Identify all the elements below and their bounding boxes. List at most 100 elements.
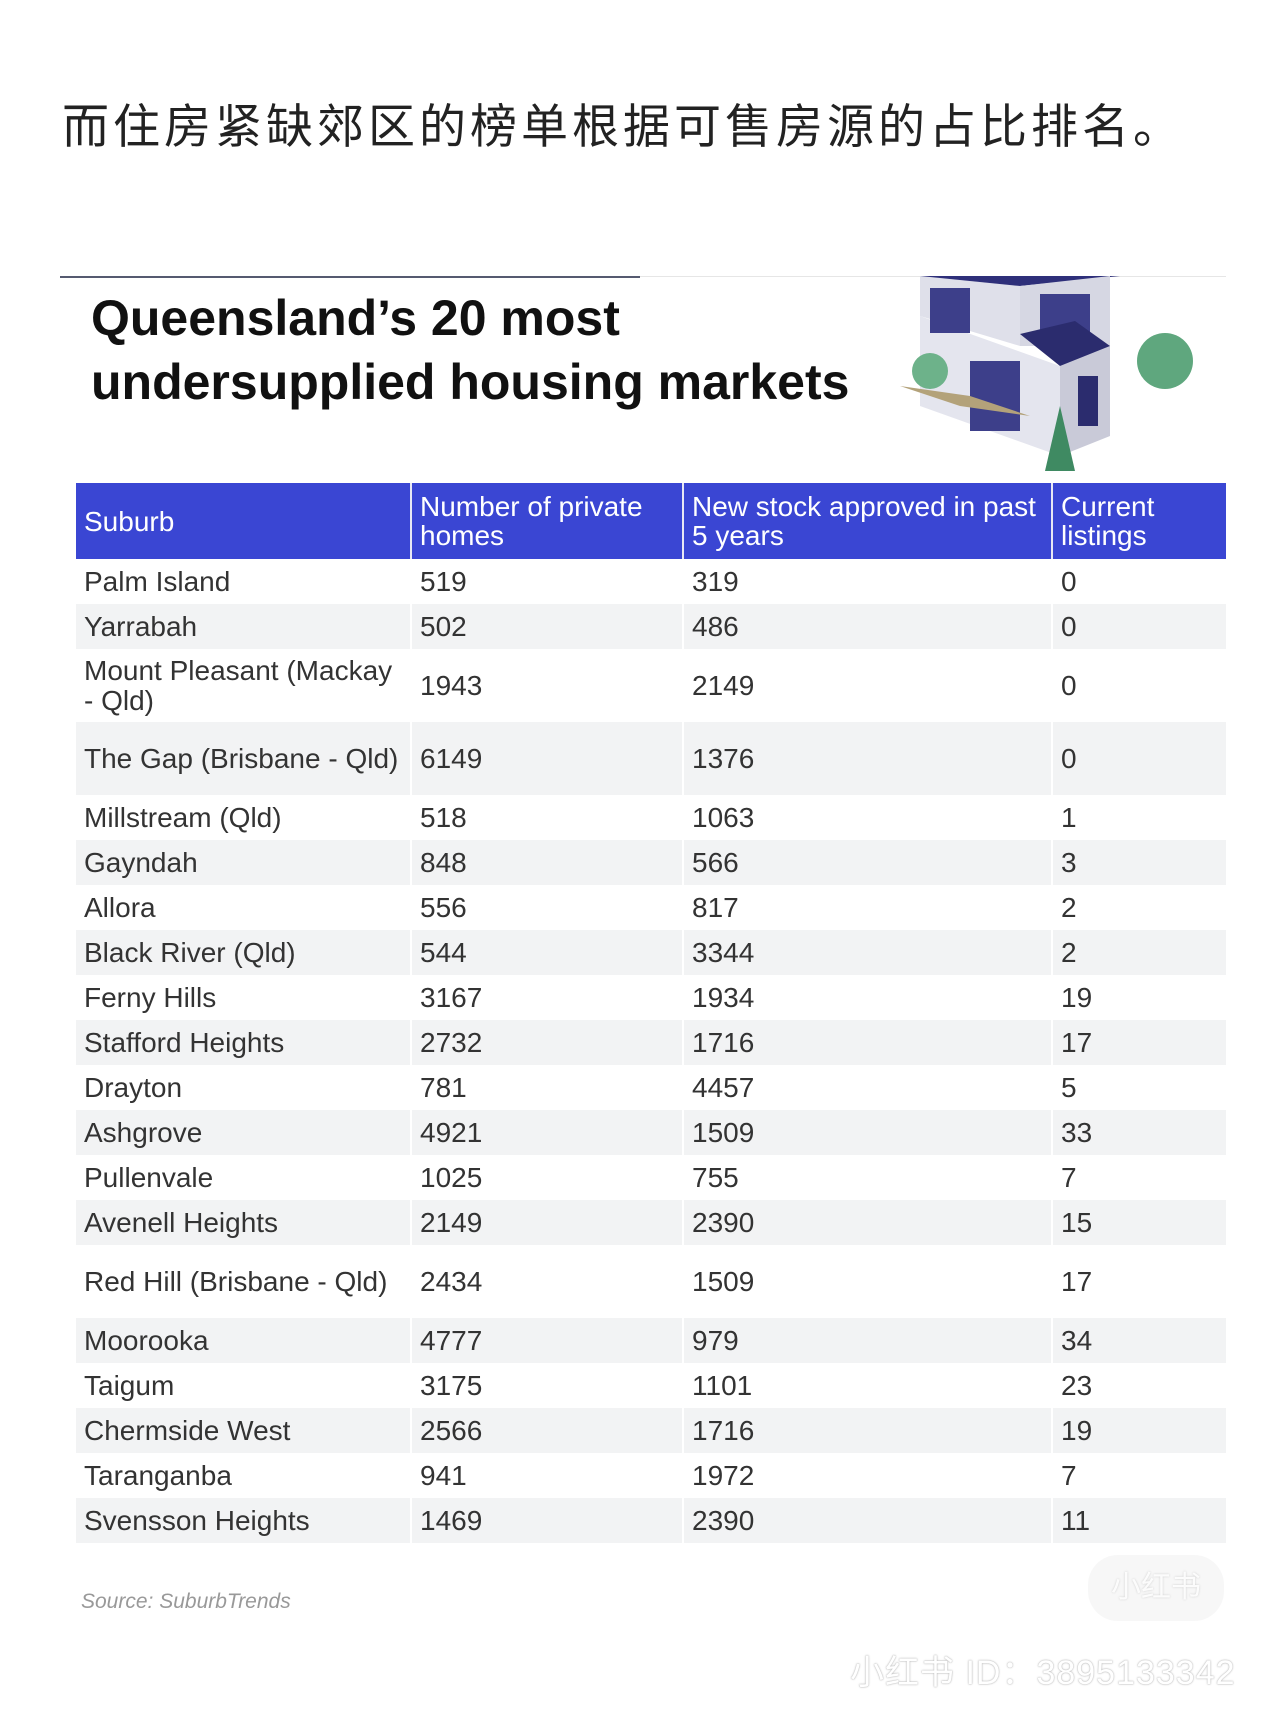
cell-suburb: Taranganba (84, 1459, 232, 1491)
cell-suburb: Palm Island (84, 565, 231, 597)
cell-new-stock: 755 (682, 1155, 1052, 1200)
cell-new-stock: 2390 (682, 1200, 1052, 1245)
cell-current-listings: 0 (1051, 604, 1226, 649)
cell-new-stock: 1101 (682, 1363, 1052, 1408)
cell-private-homes: 556 (410, 885, 683, 930)
header-private-homes: Number of private homes (410, 483, 683, 559)
cell-private-homes: 848 (410, 840, 683, 885)
header-suburb: Suburb (76, 483, 411, 559)
table-row: The Gap (Brisbane - Qld) 6149 1376 0 (76, 722, 1226, 795)
cell-new-stock: 979 (682, 1318, 1052, 1363)
cell-private-homes: 2434 (410, 1245, 683, 1318)
cell-current-listings: 34 (1051, 1318, 1226, 1363)
table-row: Pullenvale 1025 755 7 (76, 1155, 1226, 1200)
cell-new-stock: 1063 (682, 795, 1052, 840)
cell-suburb: Drayton (84, 1071, 183, 1103)
cell-suburb: Mount Pleasant (Mackay - Qld) (84, 654, 393, 716)
cell-private-homes: 2149 (410, 1200, 683, 1245)
table-row: Svensson Heights 1469 2390 11 (76, 1498, 1226, 1543)
page-title: Queensland’s 20 most undersupplied housi… (91, 286, 849, 414)
cell-private-homes: 2566 (410, 1408, 683, 1453)
cell-private-homes: 544 (410, 930, 683, 975)
table-row: Ferny Hills 3167 1934 19 (76, 975, 1226, 1020)
cell-new-stock: 566 (682, 840, 1052, 885)
cell-new-stock: 3344 (682, 930, 1052, 975)
cell-new-stock: 2390 (682, 1498, 1052, 1543)
table-row: Chermside West 2566 1716 19 (76, 1408, 1226, 1453)
cell-suburb: Millstream (Qld) (84, 801, 282, 833)
cell-new-stock: 2149 (682, 649, 1052, 722)
housing-table: Suburb Number of private homes New stock… (76, 483, 1226, 1543)
divider (60, 276, 640, 278)
cell-current-listings: 0 (1051, 722, 1226, 795)
cell-current-listings: 0 (1051, 649, 1226, 722)
cell-suburb: Avenell Heights (76, 1200, 411, 1245)
cell-new-stock: 1509 (682, 1110, 1052, 1155)
cell-private-homes: 502 (410, 604, 683, 649)
cell-current-listings: 0 (1051, 559, 1226, 604)
cell-suburb: Ferny Hills (84, 981, 217, 1013)
cell-current-listings: 19 (1051, 1408, 1226, 1453)
cell-new-stock: 1376 (682, 722, 1052, 795)
cell-suburb: Svensson Heights (76, 1498, 411, 1543)
cell-suburb: Yarrabah (76, 604, 411, 649)
cell-current-listings: 5 (1051, 1065, 1226, 1110)
table-row: Yarrabah 502 486 0 (76, 604, 1226, 649)
cell-new-stock: 4457 (682, 1065, 1052, 1110)
cell-current-listings: 1 (1051, 795, 1226, 840)
cell-private-homes: 4921 (410, 1110, 683, 1155)
table-row: Taigum 3175 1101 23 (76, 1363, 1226, 1408)
cell-private-homes: 3167 (410, 975, 683, 1020)
cell-private-homes: 781 (410, 1065, 683, 1110)
cell-current-listings: 33 (1051, 1110, 1226, 1155)
table-row: Moorooka 4777 979 34 (76, 1318, 1226, 1363)
cell-suburb: Stafford Heights (76, 1020, 411, 1065)
cell-suburb: Chermside West (76, 1408, 411, 1453)
cell-new-stock: 1934 (682, 975, 1052, 1020)
cell-current-listings: 7 (1051, 1453, 1226, 1498)
cell-private-homes: 518 (410, 795, 683, 840)
cell-private-homes: 1025 (410, 1155, 683, 1200)
table-row: Millstream (Qld) 518 1063 1 (76, 795, 1226, 840)
watermark-badge: 小红书 (1088, 1555, 1224, 1621)
table-row: Red Hill (Brisbane - Qld) 2434 1509 17 (76, 1245, 1226, 1318)
header-new-stock: New stock approved in past 5 years (682, 483, 1052, 559)
caption: 而住房紧缺郊区的榜单根据可售房源的占比排名。 (62, 100, 1184, 155)
cell-suburb: Moorooka (76, 1318, 411, 1363)
cell-private-homes: 941 (410, 1453, 683, 1498)
cell-current-listings: 11 (1051, 1498, 1226, 1543)
cell-current-listings: 3 (1051, 840, 1226, 885)
header-current-listings: Current listings (1051, 483, 1226, 559)
cell-current-listings: 2 (1051, 885, 1226, 930)
house-illustration (900, 276, 1193, 471)
cell-current-listings: 17 (1051, 1020, 1226, 1065)
cell-private-homes: 1943 (410, 649, 683, 722)
cell-new-stock: 1509 (682, 1245, 1052, 1318)
table-row: Allora 556 817 2 (76, 885, 1226, 930)
cell-suburb: Allora (84, 891, 156, 923)
table-header-row: Suburb Number of private homes New stock… (76, 483, 1226, 559)
cell-suburb: Pullenvale (84, 1161, 214, 1193)
cell-private-homes: 519 (410, 559, 683, 604)
cell-new-stock: 817 (682, 885, 1052, 930)
cell-current-listings: 15 (1051, 1200, 1226, 1245)
table-row: Drayton 781 4457 5 (76, 1065, 1226, 1110)
title-line-2: undersupplied housing markets (91, 354, 850, 410)
table-row: Stafford Heights 2732 1716 17 (76, 1020, 1226, 1065)
cell-suburb: Red Hill (Brisbane - Qld) (84, 1265, 388, 1297)
table-row: Ashgrove 4921 1509 33 (76, 1110, 1226, 1155)
source-note: Source: SuburbTrends (81, 1590, 291, 1613)
cell-private-homes: 4777 (410, 1318, 683, 1363)
cell-current-listings: 7 (1051, 1155, 1226, 1200)
cell-current-listings: 2 (1051, 930, 1226, 975)
watermark-id: 小红书 ID：3895133342 (850, 1654, 1236, 1692)
cell-suburb: Ashgrove (76, 1110, 411, 1155)
table-row: Mount Pleasant (Mackay - Qld) 1943 2149 0 (76, 649, 1226, 722)
table-row: Gayndah 848 566 3 (76, 840, 1226, 885)
cell-new-stock: 1716 (682, 1408, 1052, 1453)
table-row: Palm Island 519 319 0 (76, 559, 1226, 604)
cell-private-homes: 3175 (410, 1363, 683, 1408)
cell-private-homes: 1469 (410, 1498, 683, 1543)
cell-suburb: Gayndah (76, 840, 411, 885)
cell-new-stock: 1716 (682, 1020, 1052, 1065)
